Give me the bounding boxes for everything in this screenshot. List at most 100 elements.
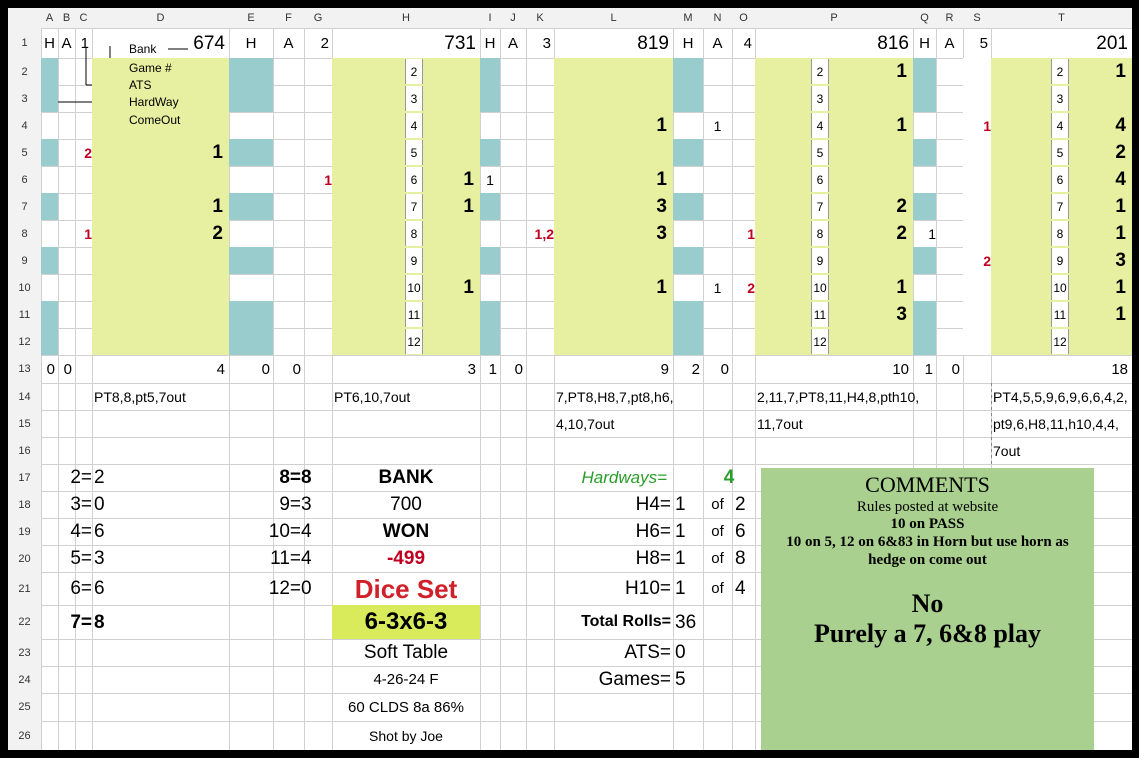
- total-right-label-1: 9=: [279, 494, 301, 515]
- column-header-B[interactable]: B: [58, 8, 75, 28]
- game-2-dice-label: 8: [405, 221, 423, 246]
- game-4-dice-label: 11: [811, 302, 829, 327]
- column-header-Q[interactable]: Q: [913, 8, 936, 28]
- column-header-N[interactable]: N: [703, 8, 732, 28]
- game-3-log-line: 4,10,7out: [556, 415, 615, 432]
- game-5-hard-stripe: [913, 328, 936, 355]
- row-header-2[interactable]: 2: [8, 58, 41, 85]
- column-header-I[interactable]: I: [480, 8, 500, 28]
- column-header-H[interactable]: H: [332, 8, 480, 28]
- column-header-J[interactable]: J: [500, 8, 526, 28]
- game-4-h-header: H: [682, 34, 694, 52]
- game-3-hardway: 1: [713, 279, 722, 296]
- column-header-E[interactable]: E: [229, 8, 273, 28]
- column-header-M[interactable]: M: [673, 8, 703, 28]
- comments-panel[interactable]: COMMENTS Rules posted at website 10 on P…: [761, 468, 1094, 750]
- row-header-6[interactable]: 6: [8, 166, 41, 193]
- select-all-corner[interactable]: [8, 8, 41, 28]
- row-header-15[interactable]: 15: [8, 410, 41, 437]
- game-2-dice-label: 9: [405, 248, 423, 273]
- column-header-O[interactable]: O: [732, 8, 755, 28]
- shooter: Shot by Joe: [369, 727, 443, 744]
- row-header-7[interactable]: 7: [8, 193, 41, 220]
- total-value-2: 6: [94, 521, 105, 542]
- dice-set-value: 6-3x6-3: [364, 608, 448, 635]
- row-header-9[interactable]: 9: [8, 247, 41, 274]
- game-5-hard-stripe: [913, 301, 936, 328]
- row-header-22[interactable]: 22: [8, 605, 41, 639]
- total-right-value-1: 3: [301, 494, 312, 515]
- dice-set-value-bg: [332, 605, 480, 639]
- hardways-count: 4: [723, 467, 735, 488]
- game-5-count: 1: [1115, 304, 1126, 325]
- column-header-D[interactable]: D: [92, 8, 229, 28]
- row-header-1[interactable]: 1: [8, 28, 41, 58]
- column-header-C[interactable]: C: [75, 8, 92, 28]
- game-5-hard-stripe: [913, 58, 936, 85]
- game-4-count: 2: [896, 196, 907, 217]
- column-header-T[interactable]: T: [991, 8, 1132, 28]
- row-header-16[interactable]: 16: [8, 437, 41, 464]
- game-5-dice-label: 8: [1051, 221, 1069, 246]
- row-header-13[interactable]: 13: [8, 355, 41, 383]
- row-header-26[interactable]: 26: [8, 721, 41, 750]
- game-2-roll-total: 3: [467, 360, 476, 378]
- game-3-hard-stripe: [480, 139, 500, 166]
- column-header-R[interactable]: R: [936, 8, 963, 28]
- game-4-dice-label: 4: [811, 113, 829, 138]
- row-header-24[interactable]: 24: [8, 666, 41, 693]
- row-header-20[interactable]: 20: [8, 545, 41, 572]
- game-5-gap: [963, 58, 991, 355]
- game-5-roll-total: 18: [1111, 360, 1128, 378]
- game-2-a-header: A: [283, 34, 294, 52]
- row-header-4[interactable]: 4: [8, 112, 41, 139]
- game-4-roll-total: 10: [892, 360, 909, 378]
- column-header-G[interactable]: G: [304, 8, 332, 28]
- row-header-11[interactable]: 11: [8, 301, 41, 328]
- hardway-value-3: 1: [675, 578, 686, 599]
- game-2-bank: 731: [444, 32, 476, 54]
- column-header-A[interactable]: A: [41, 8, 58, 28]
- game-2-count: 1: [463, 169, 474, 190]
- hardway-value-1: 1: [675, 521, 686, 542]
- row-header-10[interactable]: 10: [8, 274, 41, 301]
- game-1-hard-stripe: [41, 85, 58, 112]
- row-header-17[interactable]: 17: [8, 464, 41, 491]
- total-right-label-4: 12=: [268, 578, 301, 599]
- column-header-S[interactable]: S: [963, 8, 991, 28]
- row-header-8[interactable]: 8: [8, 220, 41, 247]
- row-header-12[interactable]: 12: [8, 328, 41, 355]
- row-header-3[interactable]: 3: [8, 85, 41, 112]
- game-1-number: 1: [80, 34, 89, 52]
- row-header-18[interactable]: 18: [8, 491, 41, 518]
- comments-big-1: No: [911, 589, 944, 618]
- row-header-19[interactable]: 19: [8, 518, 41, 545]
- game-3-count: 1: [656, 277, 667, 298]
- legend-ats: ATS: [129, 78, 152, 92]
- row-header-14[interactable]: 14: [8, 383, 41, 410]
- column-header-K[interactable]: K: [526, 8, 554, 28]
- row-header-25[interactable]: 25: [8, 693, 41, 721]
- row-header-23[interactable]: 23: [8, 639, 41, 666]
- game-1-hard-stripe: [41, 301, 58, 328]
- game-1-hard-stripe: [41, 247, 58, 274]
- won-value: -499: [386, 548, 426, 569]
- game-2-dice-label: 7: [405, 194, 423, 219]
- game-5-count: 1: [1115, 61, 1126, 82]
- column-header-F[interactable]: F: [273, 8, 304, 28]
- comments-big-2: Purely a 7, 6&8 play: [813, 619, 1042, 648]
- row-header-21[interactable]: 21: [8, 572, 41, 605]
- game-3-hard-stripe: [480, 58, 500, 85]
- game-3-count: 3: [656, 223, 667, 244]
- column-header-P[interactable]: P: [755, 8, 913, 28]
- game-2-hard-stripe: [229, 193, 273, 220]
- game-2-number: 2: [320, 34, 329, 52]
- game-5-log-line: pt9,6,H8,11,h10,4,4,: [993, 415, 1119, 432]
- game-5-dice-label: 7: [1051, 194, 1069, 219]
- row-header-5[interactable]: 5: [8, 139, 41, 166]
- session-date: 4-26-24 F: [373, 671, 439, 688]
- column-header-L[interactable]: L: [554, 8, 673, 28]
- total-right-label-3: 11=: [270, 548, 301, 569]
- game-5-hard-stripe: [913, 193, 936, 220]
- game-2-hard-stripe: [229, 301, 273, 328]
